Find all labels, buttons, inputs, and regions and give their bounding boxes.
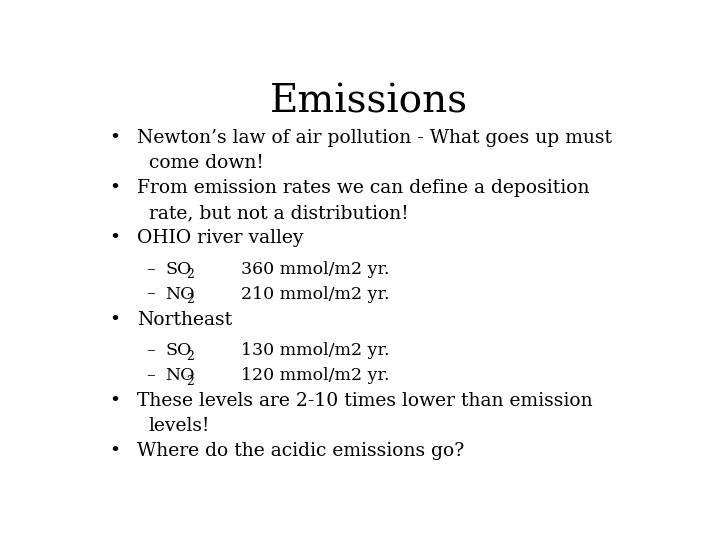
Text: –: – bbox=[145, 342, 154, 359]
Text: come down!: come down! bbox=[148, 154, 264, 172]
Text: levels!: levels! bbox=[148, 417, 210, 435]
Text: •: • bbox=[109, 129, 121, 147]
Text: 210 mmol/m2 yr.: 210 mmol/m2 yr. bbox=[240, 286, 389, 302]
Text: SO: SO bbox=[166, 342, 192, 359]
Text: Where do the acidic emissions go?: Where do the acidic emissions go? bbox=[138, 442, 464, 460]
Text: From emission rates we can define a deposition: From emission rates we can define a depo… bbox=[138, 179, 590, 197]
Text: 360 mmol/m2 yr.: 360 mmol/m2 yr. bbox=[240, 261, 389, 278]
Text: 120 mmol/m2 yr.: 120 mmol/m2 yr. bbox=[240, 367, 389, 384]
Text: •: • bbox=[109, 310, 121, 328]
Text: Newton’s law of air pollution - What goes up must: Newton’s law of air pollution - What goe… bbox=[138, 129, 613, 147]
Text: 130 mmol/m2 yr.: 130 mmol/m2 yr. bbox=[240, 342, 389, 359]
Text: •: • bbox=[109, 442, 121, 460]
Text: –: – bbox=[145, 286, 154, 302]
Text: •: • bbox=[109, 392, 121, 410]
Text: Northeast: Northeast bbox=[138, 310, 233, 328]
Text: •: • bbox=[109, 229, 121, 247]
Text: SO: SO bbox=[166, 261, 192, 278]
Text: 2: 2 bbox=[186, 293, 194, 306]
Text: rate, but not a distribution!: rate, but not a distribution! bbox=[148, 204, 408, 222]
Text: OHIO river valley: OHIO river valley bbox=[138, 229, 304, 247]
Text: 2: 2 bbox=[186, 349, 194, 363]
Text: •: • bbox=[109, 179, 121, 197]
Text: NO: NO bbox=[166, 367, 195, 384]
Text: Emissions: Emissions bbox=[270, 84, 468, 120]
Text: –: – bbox=[145, 367, 154, 384]
Text: 2: 2 bbox=[186, 268, 194, 281]
Text: These levels are 2-10 times lower than emission: These levels are 2-10 times lower than e… bbox=[138, 392, 593, 410]
Text: NO: NO bbox=[166, 286, 195, 302]
Text: 2: 2 bbox=[186, 375, 194, 388]
Text: –: – bbox=[145, 261, 154, 278]
